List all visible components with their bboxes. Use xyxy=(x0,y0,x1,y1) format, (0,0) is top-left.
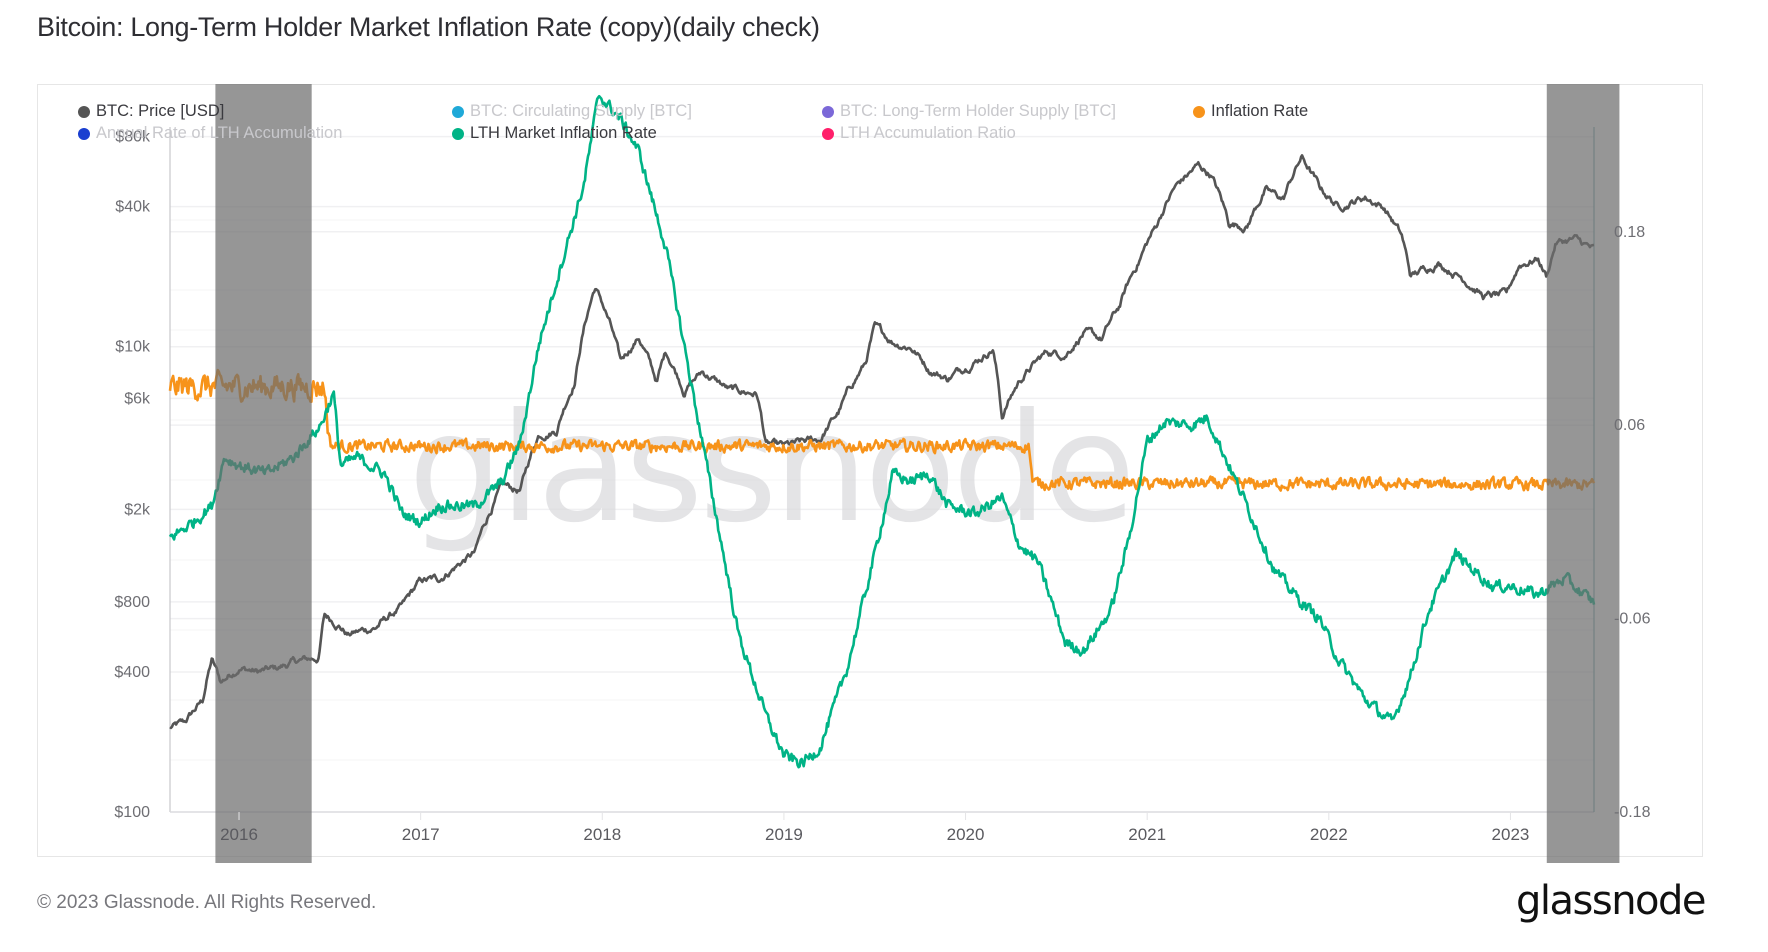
legend-item-btc-circulating-supply-btc[interactable]: BTC: Circulating Supply [BTC] xyxy=(452,102,692,121)
legend-label: Annual Rate of LTH Accumulation xyxy=(96,124,343,142)
legend-item-annual-rate-of-lth-accumulation[interactable]: Annual Rate of LTH Accumulation xyxy=(78,124,342,143)
legend-item-btc-price-usd[interactable]: BTC: Price [USD] xyxy=(78,102,224,121)
series-line-lth-market-inflation-rate xyxy=(168,94,1596,769)
legend-item-btc-long-term-holder-supply-btc[interactable]: BTC: Long-Term Holder Supply [BTC] xyxy=(822,102,1116,121)
legend-color-dot-icon xyxy=(452,127,464,140)
x-axis: 2016 2017 2018 2019 2020 2021 2022 2023 xyxy=(220,812,1529,844)
series-line-btc-price-usd- xyxy=(169,154,1595,730)
glassnode-logo[interactable]: glassnode xyxy=(1516,878,1707,924)
y-left-tick-label: $800 xyxy=(114,594,150,611)
legend-label: Inflation Rate xyxy=(1211,102,1309,120)
y-left-tick-label: $100 xyxy=(114,804,150,821)
series-line-inflation-rate xyxy=(168,368,1596,492)
y-left-tick-label: $6k xyxy=(124,390,151,407)
x-tick-label: 2020 xyxy=(947,825,985,844)
x-tick-label: 2022 xyxy=(1310,825,1348,844)
series-layer xyxy=(168,94,1596,769)
x-tick-label: 2018 xyxy=(583,825,621,844)
legend-color-dot-icon xyxy=(78,127,90,140)
shaded-region xyxy=(1546,84,1620,863)
legend-color-dot-icon xyxy=(1193,105,1205,118)
legend-color-dot-icon xyxy=(78,105,90,118)
y-axis-left: $100 $400 $800 $2k $6k $10k $40k $80k xyxy=(114,129,151,821)
legend-label: BTC: Price [USD] xyxy=(96,102,225,120)
legend-color-dot-icon xyxy=(452,105,464,118)
legend-item-lth-accumulation-ratio[interactable]: LTH Accumulation Ratio xyxy=(822,124,1016,143)
legend-item-lth-market-inflation-rate[interactable]: LTH Market Inflation Rate xyxy=(452,124,657,143)
legend-label: LTH Market Inflation Rate xyxy=(470,124,657,142)
x-tick-label: 2017 xyxy=(402,825,440,844)
shaded-region xyxy=(215,84,312,863)
legend-item-inflation-rate[interactable]: Inflation Rate xyxy=(1193,102,1308,121)
y-right-tick-label: -0.18 xyxy=(1614,804,1651,821)
x-tick-label: 2021 xyxy=(1128,825,1166,844)
y-axis-right: -0.18 -0.06 0.06 0.18 xyxy=(1614,224,1651,821)
y-left-tick-label: $2k xyxy=(124,501,151,518)
y-right-tick-label: -0.06 xyxy=(1614,611,1651,628)
y-left-tick-label: $10k xyxy=(115,339,151,356)
legend-label: LTH Accumulation Ratio xyxy=(840,124,1016,142)
x-tick-label: 2016 xyxy=(220,825,258,844)
x-tick-label: 2019 xyxy=(765,825,803,844)
y-right-tick-label: 0.06 xyxy=(1614,417,1645,434)
chart-container xyxy=(37,84,1703,857)
chart-title: Bitcoin: Long-Term Holder Market Inflati… xyxy=(37,12,820,42)
legend-color-dot-icon xyxy=(822,127,834,140)
legend-label: BTC: Long-Term Holder Supply [BTC] xyxy=(840,102,1117,120)
legend-color-dot-icon xyxy=(822,105,834,118)
y-left-tick-label: $80k xyxy=(115,129,151,146)
shaded-regions xyxy=(215,84,1620,863)
y-left-tick-label: $40k xyxy=(115,199,151,216)
y-left-tick-label: $400 xyxy=(114,664,150,681)
copyright-footer: © 2023 Glassnode. All Rights Reserved. xyxy=(37,892,377,913)
x-tick-label: 2023 xyxy=(1492,825,1530,844)
y-right-tick-label: 0.18 xyxy=(1614,224,1645,241)
watermark: glassnode xyxy=(408,382,1131,556)
legend-label: BTC: Circulating Supply [BTC] xyxy=(470,102,692,120)
